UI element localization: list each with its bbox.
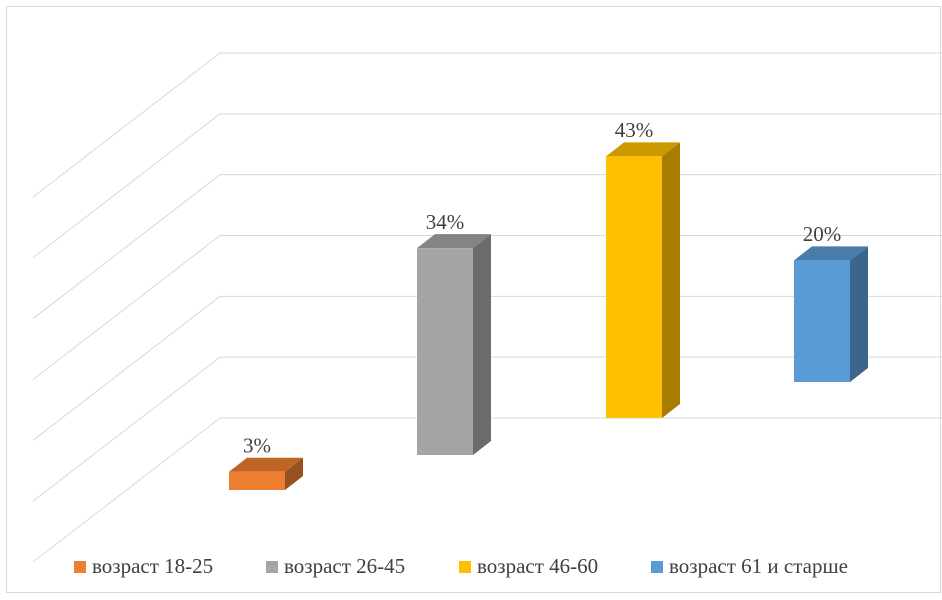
legend-label: возраст 61 и старше	[669, 554, 848, 578]
bar-side	[285, 457, 303, 490]
bar-side	[662, 142, 680, 418]
grid-line	[32, 113, 221, 259]
grid-line	[32, 295, 221, 441]
grid-line	[32, 356, 221, 502]
data-label: 20%	[803, 222, 842, 246]
legend-swatch	[266, 561, 278, 573]
legend-swatch	[459, 561, 471, 573]
bar	[606, 156, 662, 418]
bar	[794, 260, 850, 382]
bar	[417, 248, 473, 455]
legend-label: возраст 26-45	[284, 554, 405, 578]
data-label: 34%	[426, 210, 465, 234]
grid-line	[32, 174, 221, 320]
chart-frame	[6, 6, 941, 593]
legend-swatch	[74, 561, 86, 573]
grid-line	[32, 235, 221, 380]
bar	[229, 471, 285, 490]
data-label: 3%	[243, 434, 271, 458]
bar-top	[417, 234, 491, 249]
legend-label: возраст 18-25	[92, 554, 213, 578]
bar-top	[229, 457, 303, 472]
grid-line	[32, 52, 221, 198]
legend-label: возраст 46-60	[477, 554, 598, 578]
bar-side	[850, 246, 868, 382]
data-label: 43%	[615, 118, 654, 142]
legend-swatch	[651, 561, 663, 573]
bar-top	[794, 246, 868, 261]
bar-side	[473, 234, 491, 455]
grid-line	[32, 417, 221, 563]
bar-top	[606, 142, 680, 157]
